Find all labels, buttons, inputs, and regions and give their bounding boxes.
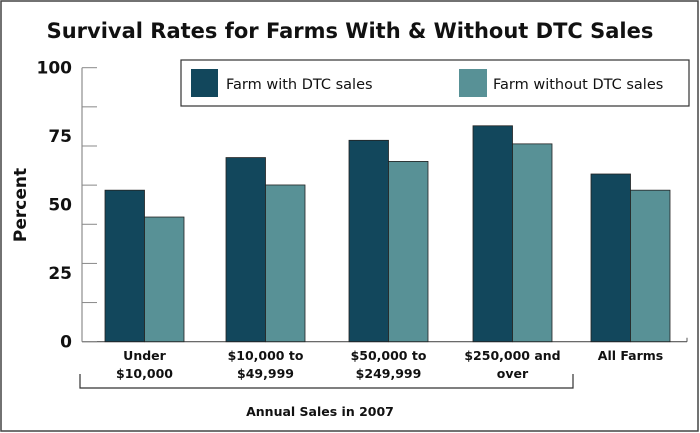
- bar-without-dtc: [512, 143, 553, 343]
- legend-swatch-with-dtc: [191, 69, 218, 97]
- legend-label-without-dtc: Farm without DTC sales: [493, 77, 663, 93]
- bar-without-dtc: [265, 184, 306, 343]
- x-tick-label: $250,000 and: [464, 348, 560, 363]
- x-tick-label: All Farms: [598, 348, 663, 363]
- x-axis-label: Annual Sales in 2007: [246, 404, 394, 419]
- chart-title: Survival Rates for Farms With & Without …: [47, 19, 654, 43]
- bar-without-dtc: [388, 161, 429, 343]
- legend-box: [180, 59, 690, 107]
- bar-without-dtc: [144, 216, 185, 343]
- bar-with-dtc: [225, 157, 266, 343]
- y-tick-label: 100: [37, 59, 73, 79]
- bar-with-dtc: [590, 173, 631, 343]
- x-tick-label: $49,999: [237, 366, 294, 381]
- x-tick-label: $10,000 to: [228, 348, 304, 363]
- y-tick-label: 50: [48, 196, 72, 216]
- x-axis-bracket: [79, 374, 574, 389]
- bar-with-dtc: [348, 139, 389, 343]
- x-tick-label: $249,999: [356, 366, 422, 381]
- y-tick-label: 75: [48, 127, 72, 147]
- y-tick-label: 25: [48, 264, 72, 284]
- bar-without-dtc: [630, 189, 671, 343]
- y-tick-label: 0: [60, 333, 72, 353]
- y-axis-label: Percent: [11, 168, 31, 242]
- legend-swatch-without-dtc: [459, 69, 487, 97]
- bar-with-dtc: [104, 189, 145, 343]
- x-tick-label: Under: [123, 348, 166, 363]
- x-tick-label: over: [497, 366, 529, 381]
- bar-with-dtc: [472, 125, 513, 343]
- legend: Farm with DTC sales Farm without DTC sal…: [180, 59, 690, 107]
- x-tick-label: $50,000 to: [351, 348, 427, 363]
- legend-label-with-dtc: Farm with DTC sales: [226, 77, 373, 93]
- x-tick-label: $10,000: [116, 366, 173, 381]
